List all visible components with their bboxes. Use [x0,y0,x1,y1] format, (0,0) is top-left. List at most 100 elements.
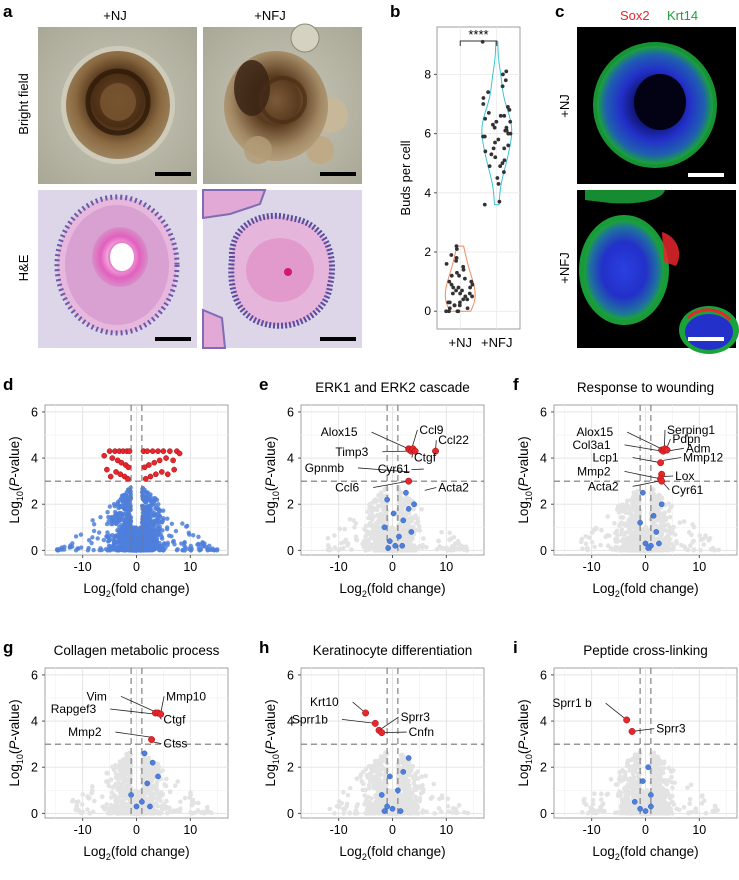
background-point [420,783,425,788]
data-point [481,102,486,106]
background-point [439,529,444,535]
background-point [652,493,658,499]
background-point [122,506,128,511]
background-point [145,490,150,496]
background-point [113,521,119,526]
background-point [122,537,127,543]
significant-point [146,462,152,468]
significant-point [411,447,419,455]
data-point [460,288,464,293]
background-point [159,803,164,809]
background-point [432,811,438,816]
significant-point [106,448,113,455]
background-point [127,798,133,803]
background-point [378,511,383,517]
background-point [453,546,459,552]
background-point [342,526,347,532]
background-point [188,810,194,815]
organoid-HE-NFJ [202,189,362,349]
gene-label: Ctgf [414,451,437,465]
background-point [122,527,127,532]
x-tick-label: 0 [642,560,649,574]
y-axis-label: Log10(P-value) [516,436,534,523]
background-point [162,782,167,787]
background-point [615,538,621,544]
y-tick-label: 0 [31,544,38,558]
nonsignificant-point [144,780,151,787]
data-point [447,279,452,284]
background-point [80,792,86,797]
background-point [618,515,624,520]
background-point [200,540,205,546]
y-tick-label: 8 [424,67,431,81]
background-point [89,788,95,793]
background-point [671,524,676,530]
background-point [124,776,130,782]
significant-point [405,477,413,485]
background-point [119,784,124,789]
background-point [177,808,183,814]
background-point [344,801,350,807]
data-point [461,267,466,272]
background-point [196,534,201,540]
y-tick-label: 4 [287,452,294,466]
background-point [623,507,628,513]
background-point [345,543,350,548]
background-point [613,547,619,553]
background-point [607,533,612,539]
background-point [397,529,402,535]
data-point [494,119,499,124]
nonsignificant-point [645,545,652,551]
significant-point [432,447,440,455]
background-point [134,791,139,797]
background-point [165,540,170,546]
background-point [651,497,656,503]
marker-sox2: Sox2 [620,8,650,23]
nonsignificant-point [411,501,417,508]
background-point [91,522,97,527]
background-point [145,765,151,770]
data-point [447,309,451,314]
data-point [508,119,513,124]
background-point [139,520,145,525]
background-point [169,534,174,539]
background-point [638,545,644,551]
background-point [204,808,210,813]
background-point [133,547,138,552]
background-point [633,544,639,550]
background-point [147,810,152,816]
background-point [623,530,629,535]
data-point [486,90,491,95]
background-point [341,545,346,551]
background-point [92,798,97,804]
background-point [652,546,658,552]
background-point [396,516,401,521]
label-leader [632,457,661,464]
background-point [126,487,132,492]
data-point [504,128,509,133]
background-point [656,536,661,541]
background-point [111,501,117,507]
background-point [146,774,151,780]
significant-point [104,466,110,473]
background-point [70,797,76,803]
background-point [370,534,375,539]
label-leader [632,480,660,487]
background-point [155,526,161,531]
background-point [148,789,154,795]
background-point [155,769,160,774]
background-point [195,808,201,813]
gene-label: Ctgf [163,712,186,726]
data-point [455,309,460,314]
gene-label: Mmp12 [683,451,723,465]
background-point [196,800,201,806]
background-point [415,516,420,521]
background-point [325,542,331,548]
background-point [392,533,397,539]
label-leader [152,741,162,745]
background-point [112,509,118,515]
background-point [90,518,95,523]
background-point [167,805,172,811]
background-point [642,528,647,534]
